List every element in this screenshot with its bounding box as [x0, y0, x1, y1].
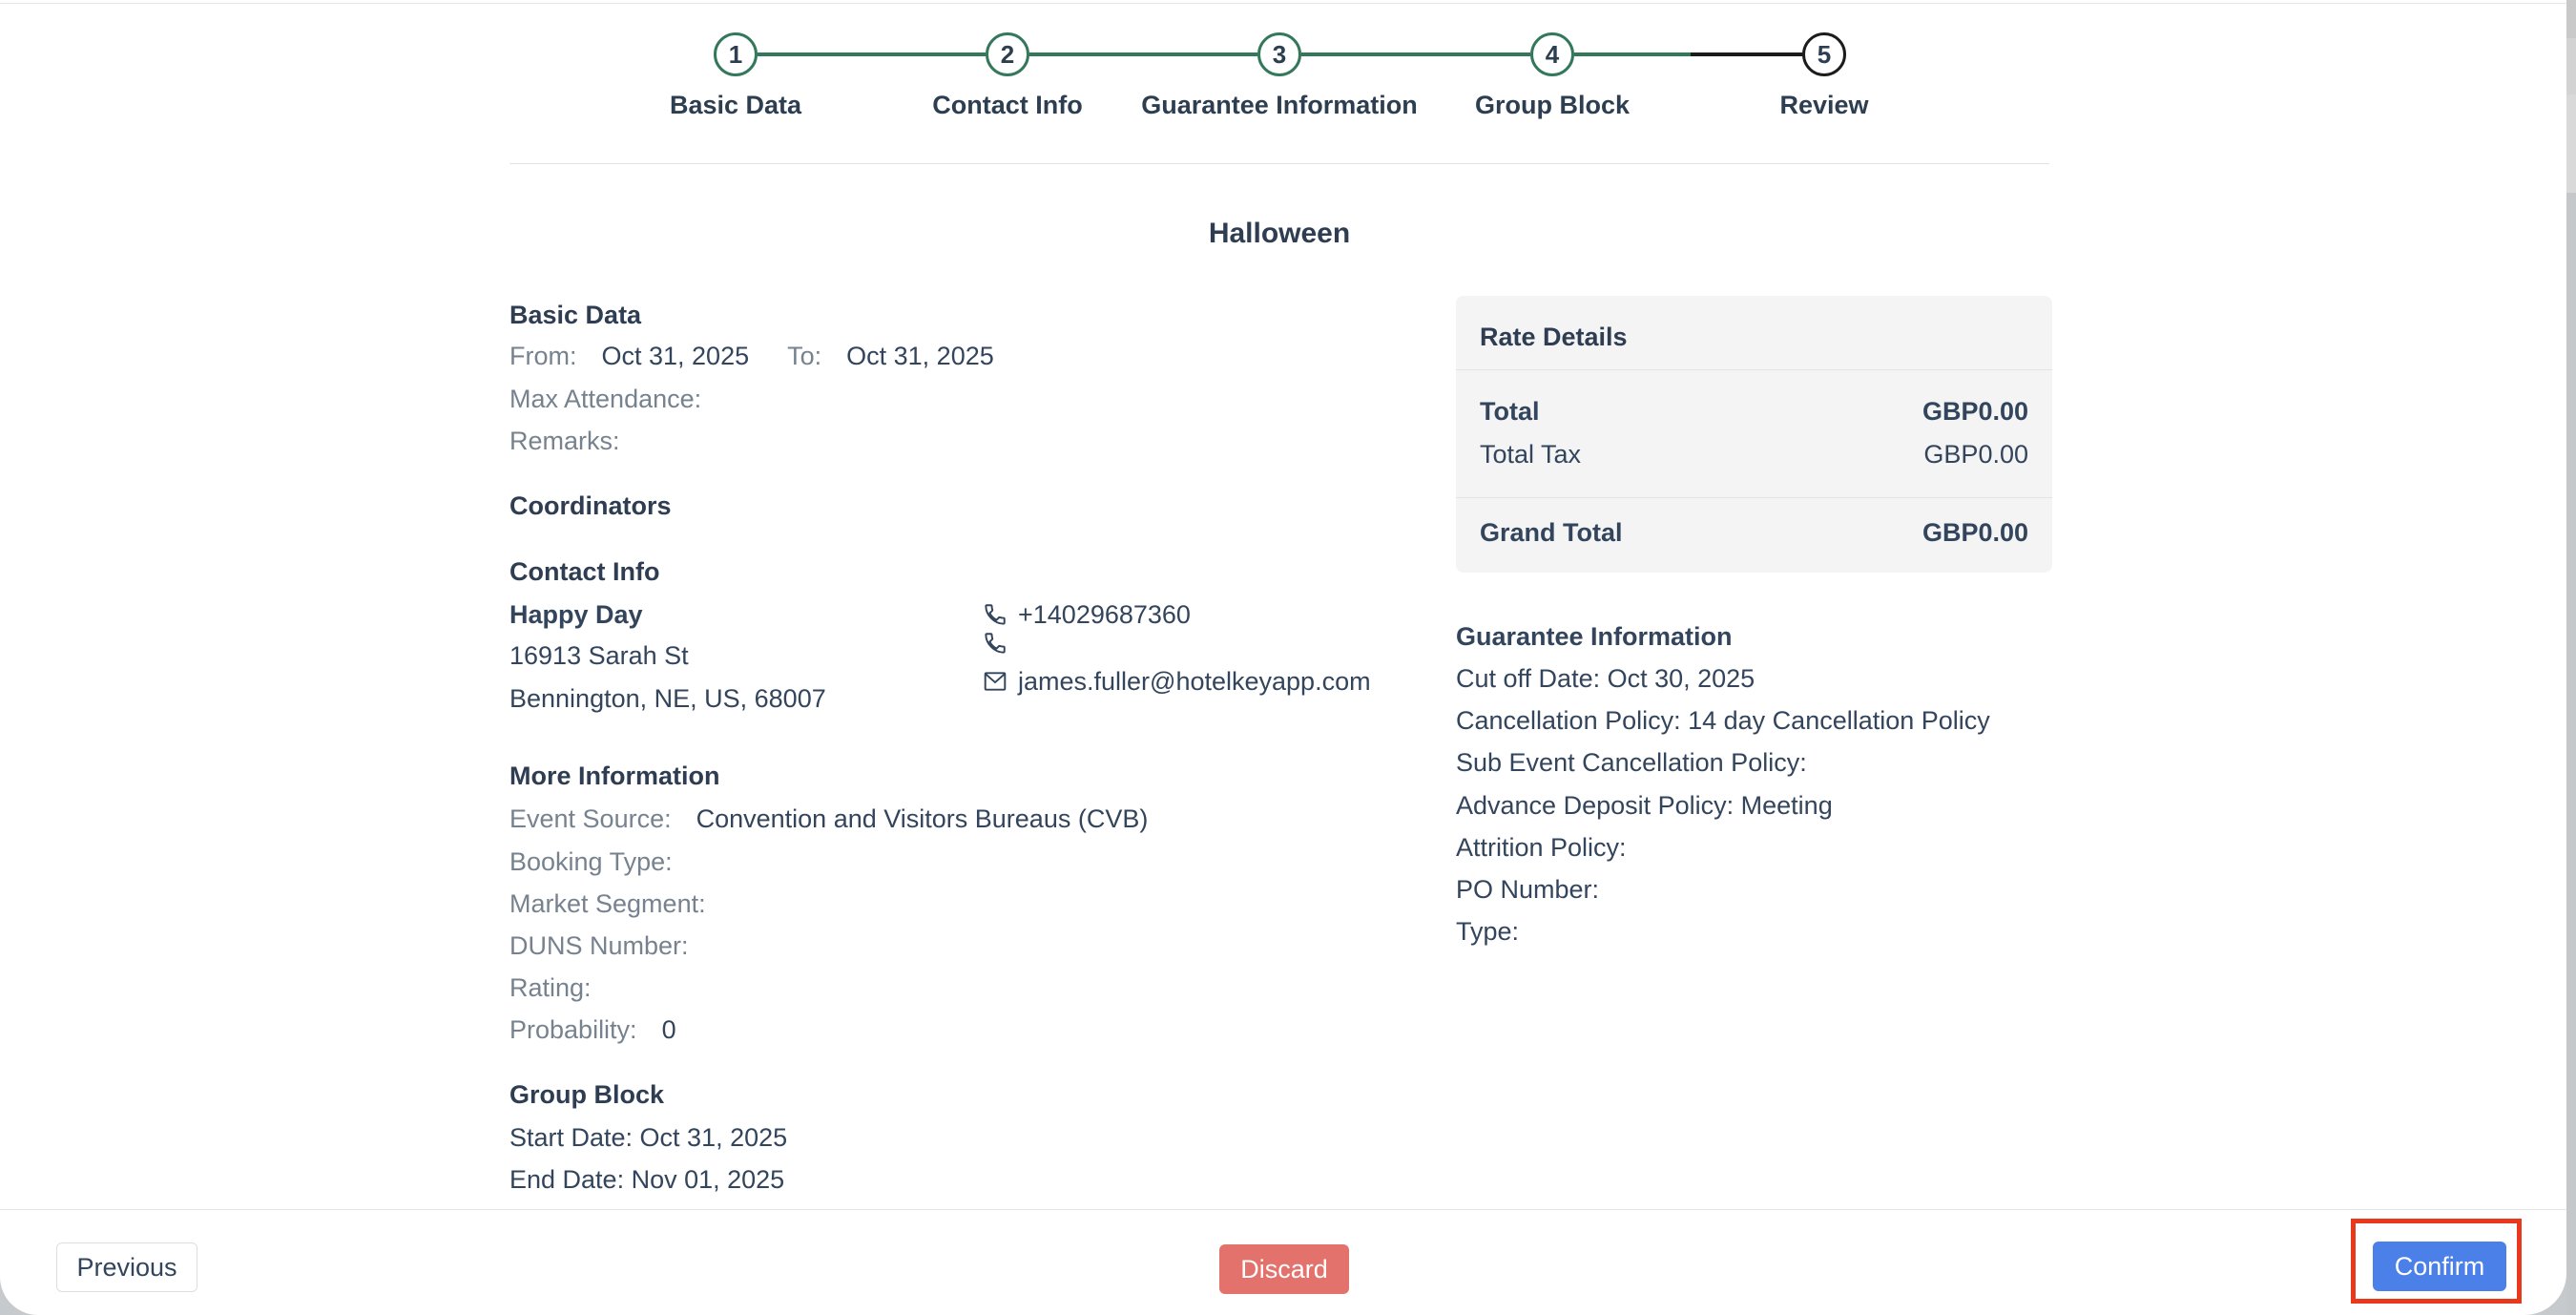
step-label-group-block[interactable]: Group Block: [1474, 91, 1630, 119]
market-segment-row: Market Segment:: [509, 887, 731, 920]
rate-details-heading: Rate Details: [1456, 296, 2052, 370]
to-label: To:: [787, 342, 822, 370]
step-connector-active: [1691, 52, 1802, 56]
previous-button[interactable]: Previous: [56, 1242, 197, 1292]
contact-address-line1: 16913 Sarah St: [509, 641, 689, 670]
step-connector: [758, 52, 986, 56]
group-block-heading: Group Block: [509, 1080, 665, 1109]
rate-grand-total-row: Grand Total GBP0.00: [1456, 516, 2052, 549]
contact-email-row: james.fuller@hotelkeyapp.com: [983, 665, 1371, 698]
step-number: 4: [1545, 39, 1560, 69]
event-source-value: Convention and Visitors Bureaus (CVB): [696, 804, 1149, 833]
contact-name: Happy Day: [509, 600, 643, 629]
contact-phone-row: +14029687360: [983, 598, 1191, 631]
po-number-line: PO Number:: [1456, 875, 1600, 904]
step-circle-group-block[interactable]: 4: [1530, 32, 1574, 76]
contact-info-heading: Contact Info: [509, 557, 660, 586]
attrition-policy-line: Attrition Policy:: [1456, 833, 1627, 862]
footer-divider: [0, 1209, 2566, 1210]
rate-total-tax-row: Total Tax GBP0.00: [1456, 438, 2052, 470]
duns-number-row: DUNS Number:: [509, 929, 714, 962]
advance-deposit-policy-line: Advance Deposit Policy: Meeting: [1456, 791, 1833, 820]
step-label-review[interactable]: Review: [1779, 91, 1869, 119]
event-source-label: Event Source:: [509, 804, 672, 833]
to-value: Oct 31, 2025: [846, 342, 994, 370]
group-block-start-date: Start Date: Oct 31, 2025: [509, 1123, 788, 1152]
rate-total-row: Total GBP0.00: [1456, 395, 2052, 428]
step-label-guarantee-information[interactable]: Guarantee Information: [1141, 91, 1418, 119]
from-value: Oct 31, 2025: [601, 342, 750, 370]
probability-value: 0: [661, 1015, 676, 1044]
guarantee-information-heading: Guarantee Information: [1456, 622, 1733, 651]
confirm-button[interactable]: Confirm: [2373, 1242, 2506, 1291]
rating-label: Rating:: [509, 973, 592, 1002]
step-label-contact-info[interactable]: Contact Info: [932, 91, 1083, 119]
step-number: 5: [1817, 39, 1832, 69]
window-edge-segment: [2566, 38, 2576, 94]
rate-total-label: Total: [1480, 397, 1540, 426]
from-label: From:: [509, 342, 577, 370]
rate-total-tax-value: GBP0.00: [1923, 440, 2028, 469]
top-divider: [0, 3, 2566, 4]
contact-phone1: +14029687360: [1018, 600, 1191, 629]
step-connector: [1301, 52, 1530, 56]
cut-off-date-line: Cut off Date: Oct 30, 2025: [1456, 664, 1755, 693]
scrollbar-track[interactable]: [2566, 94, 2576, 193]
duns-number-label: DUNS Number:: [509, 931, 689, 960]
probability-label: Probability:: [509, 1015, 637, 1044]
contact-phone2-row: [983, 631, 1018, 656]
coordinators-heading: Coordinators: [509, 491, 672, 520]
cancellation-policy-line: Cancellation Policy: 14 day Cancellation…: [1456, 706, 1990, 735]
rate-grand-total-value: GBP0.00: [1922, 518, 2028, 547]
phone-icon: [983, 631, 1008, 656]
step-number: 1: [728, 39, 743, 69]
booking-type-row: Booking Type:: [509, 845, 697, 878]
window-edge-segment: [2566, 0, 2576, 38]
rating-row: Rating:: [509, 971, 616, 1004]
step-connector: [1574, 52, 1691, 56]
date-range-row: From: Oct 31, 2025 To: Oct 31, 2025: [509, 340, 994, 372]
booking-type-label: Booking Type:: [509, 847, 673, 876]
phone-icon: [983, 602, 1008, 627]
more-information-heading: More Information: [509, 762, 720, 790]
rate-grand-total-label: Grand Total: [1480, 518, 1623, 547]
market-segment-label: Market Segment:: [509, 889, 706, 918]
rate-divider: [1456, 497, 2052, 498]
probability-row: Probability: 0: [509, 1013, 676, 1046]
max-attendance-label: Max Attendance:: [509, 385, 702, 413]
mail-icon: [983, 670, 1008, 693]
contact-email: james.fuller@hotelkeyapp.com: [1018, 667, 1371, 696]
event-title: Halloween: [1208, 218, 1351, 249]
rate-total-tax-label: Total Tax: [1480, 440, 1582, 469]
step-number: 3: [1272, 39, 1287, 69]
scrollbar-thumb[interactable]: [2566, 193, 2576, 1315]
step-circle-contact-info[interactable]: 2: [986, 32, 1029, 76]
contact-address-line2: Bennington, NE, US, 68007: [509, 684, 826, 713]
rate-total-value: GBP0.00: [1922, 397, 2028, 426]
remarks-label: Remarks:: [509, 427, 620, 455]
discard-button[interactable]: Discard: [1219, 1244, 1349, 1294]
step-number: 2: [1000, 39, 1015, 69]
sub-event-cancellation-policy-line: Sub Event Cancellation Policy:: [1456, 748, 1807, 777]
step-connector: [1029, 52, 1257, 56]
event-source-row: Event Source: Convention and Visitors Bur…: [509, 803, 1148, 835]
group-block-end-date: End Date: Nov 01, 2025: [509, 1165, 785, 1194]
stepper-divider: [509, 163, 2049, 164]
step-label-basic-data[interactable]: Basic Data: [669, 91, 802, 119]
basic-data-heading: Basic Data: [509, 301, 642, 329]
rate-details-card: Rate Details Total GBP0.00 Total Tax GBP…: [1456, 296, 2052, 573]
step-circle-guarantee-information[interactable]: 3: [1257, 32, 1301, 76]
step-circle-basic-data[interactable]: 1: [714, 32, 758, 76]
type-line: Type:: [1456, 917, 1520, 946]
step-circle-review[interactable]: 5: [1802, 32, 1846, 76]
